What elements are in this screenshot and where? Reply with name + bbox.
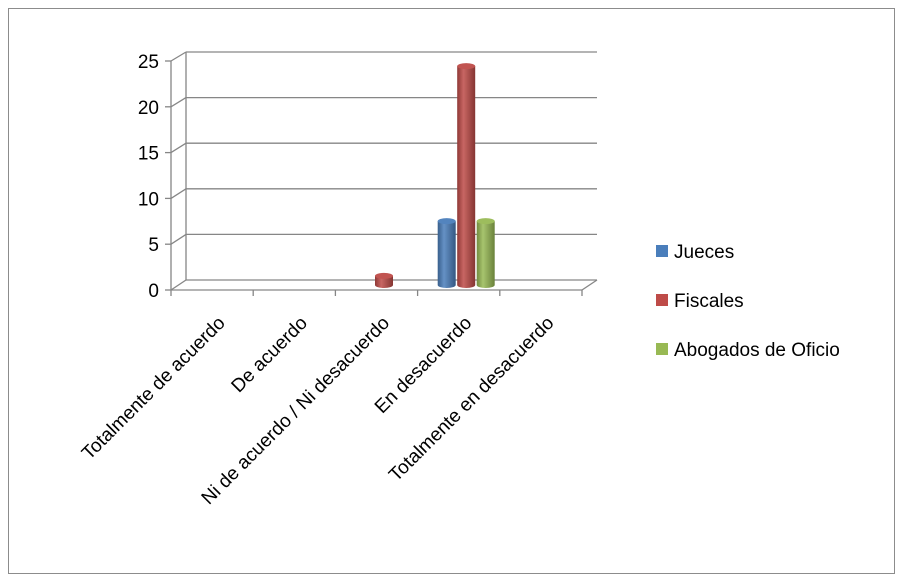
gridline-side xyxy=(170,233,187,245)
bar-fiscales-3 xyxy=(457,63,476,289)
y-tick-label: 10 xyxy=(138,189,159,210)
side-gridlines xyxy=(170,51,187,291)
x-tick-label: Totalmente en desacuerdo xyxy=(385,313,558,486)
legend-label: Fiscales xyxy=(674,291,744,312)
gridline-side xyxy=(170,188,187,199)
bar-jueces-3 xyxy=(437,218,456,288)
chart-frame xyxy=(8,8,895,574)
legend: Jueces Fiscales Abogados de Oficio xyxy=(656,242,840,361)
legend-swatch xyxy=(656,343,668,355)
x-tick-label: De acuerdo xyxy=(228,313,312,397)
legend-label: Jueces xyxy=(674,242,734,263)
gridline-side xyxy=(170,51,187,62)
axis-lines xyxy=(165,52,598,296)
y-axis-tick-labels: 0 5 10 15 20 25 xyxy=(138,52,159,302)
back-gridlines xyxy=(186,51,597,281)
gridline-side xyxy=(170,142,187,154)
legend-label: Abogados de Oficio xyxy=(674,340,840,361)
x-tick-label: Totalmente de acuerdo xyxy=(78,313,230,465)
legend-swatch xyxy=(656,294,668,306)
bars xyxy=(375,63,495,289)
legend-swatch xyxy=(656,245,668,257)
floor-edge xyxy=(581,279,598,291)
y-tick-label: 15 xyxy=(138,144,159,165)
bar-fiscales-2 xyxy=(375,272,393,288)
gridline-side xyxy=(170,279,187,291)
y-tick-label: 25 xyxy=(138,52,159,73)
y-tick-label: 20 xyxy=(138,98,159,119)
y-tick-label: 5 xyxy=(148,235,159,256)
gridline-side xyxy=(170,97,187,108)
y-tick-label: 0 xyxy=(148,281,159,302)
bar-abogados-de-oficio-3 xyxy=(476,218,495,288)
